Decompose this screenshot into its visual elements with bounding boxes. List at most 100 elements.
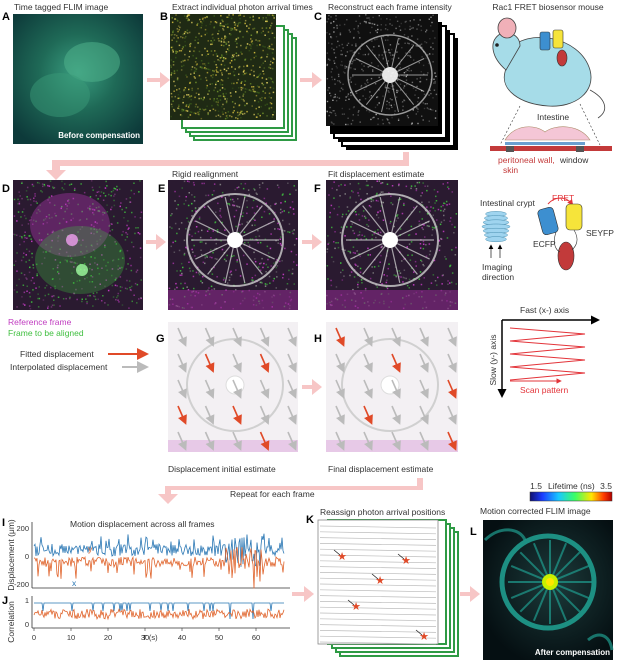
panel-k-title: Reassign photon arrival positions — [320, 507, 445, 517]
ecfp-cylinder — [537, 206, 559, 236]
i-ytick-1: 0 — [25, 552, 29, 561]
ecfp-label: ECFP — [533, 239, 556, 249]
panel-h-caption: Final displacement estimate — [328, 464, 434, 474]
i-ytick-2: -200 — [14, 580, 29, 589]
panel-i-title: Motion displacement across all frames — [70, 519, 215, 529]
series-x-label: x — [72, 578, 77, 588]
panel-e-letter: E — [158, 183, 165, 195]
photon-star-4: ★ — [419, 631, 429, 643]
rac1-domain — [557, 241, 575, 271]
panel-b-title: Extract individual photon arrival times — [172, 2, 313, 12]
panel-d: D Reference frame Frame to be aligned — [2, 180, 143, 338]
panel-c-title: Reconstruct each frame intensity — [328, 2, 453, 12]
panel-k: K Reassign photon arrival positions ★ ★ ★ ★… — [306, 507, 459, 657]
series-y-label: y — [88, 544, 93, 554]
j-xtick-1: 10 — [67, 633, 75, 642]
j-xtick-0: 0 — [32, 633, 36, 642]
photon-star-3: ★ — [351, 601, 361, 613]
flow-arrow-e-f — [302, 234, 322, 250]
series-x-trace — [33, 533, 285, 567]
crypt-label: Intestinal crypt — [480, 198, 535, 208]
seyfp-label: SEYFP — [586, 228, 614, 238]
mouse-ear — [497, 17, 517, 39]
panel-f: F Fit displacement estimate — [314, 169, 458, 310]
panel-j-ylabel: Correlation — [6, 601, 16, 643]
overlay-image-d — [13, 180, 143, 310]
legend-fitted: Fitted displacement — [20, 349, 94, 359]
panel-e-title: Rigid realignment — [172, 169, 239, 179]
flow-arrow-k-l — [460, 586, 480, 602]
scan-zigzag — [509, 327, 586, 381]
flow-arrow-d-e — [146, 234, 166, 250]
j-ytick-1: 0 — [25, 620, 29, 629]
peritoneal-wall — [490, 146, 612, 151]
photon-star-2: ★ — [375, 575, 385, 587]
panel-i-ylabel: Displacement (μm) — [6, 519, 16, 591]
panel-a: A Time tagged FLIM image Before compensa… — [2, 2, 143, 144]
fast-axis-label: Fast (x-) axis — [520, 305, 569, 315]
series-y-trace — [33, 547, 285, 589]
panel-c-letter: C — [314, 11, 322, 23]
reconstructed-frame — [326, 14, 438, 126]
imaging-label: Imaging — [482, 262, 513, 272]
direction-label: direction — [482, 272, 514, 282]
j-xtick-2: 20 — [104, 633, 112, 642]
correlation-y-trace — [33, 608, 285, 621]
correlation-x-trace — [34, 602, 284, 620]
seyfp-cylinder — [565, 203, 583, 231]
mouse-schematic: Rac1 FRET biosensor mouse Intestine peri… — [490, 2, 612, 175]
panel-i: I Motion displacement across all frames … — [2, 517, 290, 591]
seyfp-cylinder-mouse — [552, 29, 564, 49]
legend-frame-aligned: Frame to be aligned — [8, 328, 84, 338]
panel-l-title: Motion corrected FLIM image — [480, 506, 591, 516]
panel-l-letter: L — [470, 526, 477, 538]
panel-k-letter: K — [306, 514, 314, 526]
panel-b: B Extract individual photon arrival time… — [160, 2, 313, 141]
intestine-label: Intestine — [537, 112, 569, 122]
intestine-loops — [504, 126, 591, 141]
panel-b-letter: B — [160, 11, 168, 23]
photon-star-0: ★ — [337, 551, 347, 563]
photon-star-1: ★ — [401, 555, 411, 567]
window-label: window — [559, 155, 589, 165]
flow-arrow-c-d — [46, 152, 409, 180]
scan-pattern-diagram: Fast (x-) axis Slow (y-) axis Scan patte… — [488, 305, 600, 398]
scan-pattern-label: Scan pattern — [520, 385, 568, 395]
panel-a-title: Time tagged FLIM image — [14, 2, 108, 12]
arrow-legend: Fitted displacement Interpolated displac… — [10, 348, 149, 373]
lifetime-colorbar: 1.5 Lifetime (ns) 3.5 — [529, 481, 613, 502]
skin-label: skin — [503, 165, 518, 175]
j-xtick-6: 60 — [252, 633, 260, 642]
panel-d-letter: D — [2, 183, 10, 195]
repeat-label: Repeat for each frame — [230, 489, 315, 499]
lifetime-label: Lifetime (ns) — [548, 481, 595, 491]
panel-g: G Displacement initial estimate — [156, 322, 298, 474]
panel-l-badge: After compensation — [535, 648, 610, 657]
slow-axis-label: Slow (y-) axis — [488, 334, 498, 385]
photon-reassign-grid — [317, 519, 439, 645]
i-ytick-0: 200 — [16, 524, 29, 533]
j-xlabel: T (s) — [142, 633, 158, 642]
legend-interpolated: Interpolated displacement — [10, 362, 108, 372]
panel-f-title: Fit displacement estimate — [328, 169, 425, 179]
flow-arrow-b-c — [300, 72, 322, 88]
panel-h-letter: H — [314, 333, 322, 345]
panel-g-caption: Displacement initial estimate — [168, 464, 276, 474]
j-xtick-5: 50 — [215, 633, 223, 642]
panel-e: E Rigid realignment — [158, 169, 298, 310]
legend-reference-frame: Reference frame — [8, 317, 72, 327]
flow-arrow-i-k — [292, 586, 314, 602]
mouse-title: Rac1 FRET biosensor mouse — [492, 2, 604, 12]
lifetime-gradient — [529, 491, 613, 502]
panel-c: C Reconstruct each frame intensity — [314, 2, 458, 150]
j-ytick-0: 1 — [25, 596, 29, 605]
ecfp-cylinder-mouse — [539, 31, 551, 51]
panel-j-letter: J — [2, 595, 8, 607]
panel-l: L Motion corrected FLIM image After comp… — [470, 506, 614, 660]
j-xtick-4: 40 — [178, 633, 186, 642]
panel-a-badge: Before compensation — [58, 131, 140, 140]
panel-h: H Final displacement estimate — [314, 322, 458, 474]
flow-arrow-a-b — [147, 72, 170, 88]
panel-i-letter: I — [2, 517, 5, 529]
